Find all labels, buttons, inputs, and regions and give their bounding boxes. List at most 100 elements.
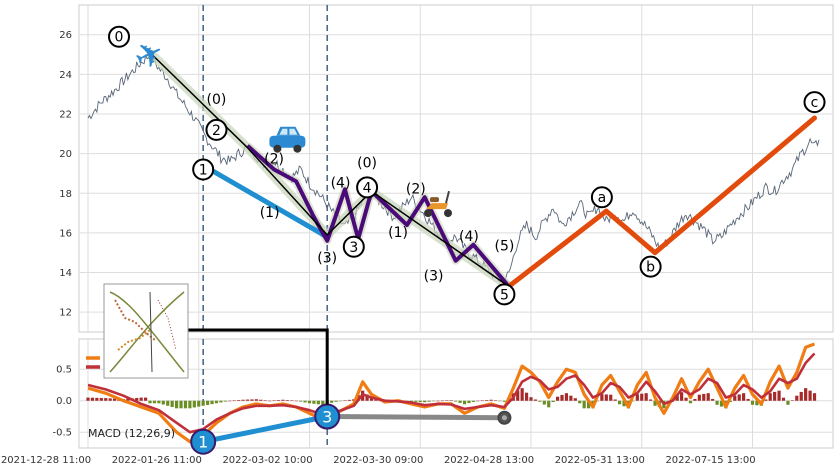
inset-thumbnail (103, 283, 189, 379)
wave-label-circle (590, 186, 613, 209)
macd-histogram-bar (653, 400, 657, 406)
price-y-tick-label: 16 (59, 228, 72, 239)
inset-series (157, 299, 177, 351)
macd-histogram-bar (166, 400, 170, 406)
wave-label-text: 3 (349, 240, 358, 256)
wave-label-circle (356, 176, 379, 199)
macd-histogram-bar (547, 400, 551, 408)
macd-histogram-bar (223, 400, 227, 402)
macd-histogram-bar (529, 397, 533, 401)
macd-histogram-bar (804, 388, 808, 401)
macd-histogram-bar (750, 400, 755, 405)
macd-histogram-bar (768, 393, 772, 401)
macd-histogram-bar (334, 400, 338, 402)
price-y-tick-label: 20 (59, 149, 72, 160)
wave-primary-line (149, 52, 510, 288)
wave-label-circle (493, 283, 516, 306)
macd-histogram-bar (454, 400, 458, 402)
macd-histogram-bar (197, 400, 201, 407)
divergence-node-label: 3 (322, 407, 332, 426)
wave-label-text: (3) (424, 268, 444, 284)
wave-labels: 0 1 2 3 4 5 a b c (0) (2) (1) (4) (3) (0) (2) (1) (4) (3) (… (108, 25, 826, 306)
macd-histogram-bar (263, 400, 267, 401)
macd-histogram-bar (485, 400, 489, 401)
macd-histogram-bar (555, 396, 560, 401)
macd-histogram-bar (414, 400, 418, 402)
wave-label-text: (5) (494, 239, 514, 255)
macd-histogram-bar (126, 398, 130, 401)
wave-label-circle (108, 25, 131, 48)
macd-histogram-bar (618, 400, 622, 405)
inset-chart-glyph (109, 291, 185, 373)
macd-histogram-bar (219, 400, 223, 403)
macd-histogram-bar (299, 400, 303, 402)
macd-histogram-bar (161, 400, 165, 405)
macd-histogram-bar (254, 399, 258, 401)
macd-y-ticks: -0.5 0.0 0.5 (52, 365, 72, 439)
inset-curve (109, 291, 185, 373)
macd-histogram-bar (649, 399, 653, 401)
scooter-icon (424, 190, 452, 218)
macd-histogram-bar (476, 400, 480, 402)
scooter-handle (445, 190, 450, 204)
inset-axis (149, 291, 153, 373)
macd-histogram-bar (728, 400, 732, 403)
macd-histogram-bar (773, 391, 777, 401)
macd-histogram-bar (241, 399, 245, 401)
macd-histogram-bar (711, 398, 715, 401)
macd-histogram-bar (795, 395, 799, 401)
macd-panel: -0.5 0.0 0.5 2021-12-28 11:00 2022-01-26 11… (1, 338, 834, 466)
macd-histogram-bar (409, 400, 413, 402)
macd-histogram-bar (321, 400, 325, 405)
macd-histogram-bar (152, 400, 157, 404)
wave-label-text: 4 (363, 180, 372, 196)
macd-histogram-bar (356, 394, 360, 401)
macd-histogram-bar (493, 400, 498, 401)
wave-label-text: 0 (115, 30, 124, 46)
x-tick-label: 2022-04-28 13:00 (444, 455, 534, 466)
price-y-tick-label: 24 (59, 70, 72, 81)
car-wheel (273, 144, 282, 153)
macd-histogram-bar (281, 399, 285, 401)
macd-histogram-bar (179, 400, 183, 409)
macd-histogram-bar (143, 397, 148, 401)
macd-histogram-bar (418, 400, 422, 403)
macd-histogram-bar (480, 400, 484, 401)
macd-histogram-bar (644, 393, 648, 401)
macd-histogram-bar (108, 398, 112, 401)
price-y-tick-label: 22 (59, 110, 72, 121)
macd-histogram-bar (471, 400, 476, 402)
macd-legend-label: MACD (12,26,9) (88, 427, 175, 440)
macd-histogram-bar (374, 399, 378, 401)
wave-abc-line (506, 115, 817, 289)
macd-histogram-bar (786, 400, 790, 405)
price-y-tick-label: 12 (59, 308, 72, 319)
macd-histogram-bar (192, 400, 196, 408)
scooter-seat (430, 197, 439, 203)
macd-histogram-bar (232, 400, 236, 401)
scooter-body (426, 203, 448, 210)
wave-label-text: (4) (331, 175, 351, 191)
x-tick-label: 2022-03-02 10:00 (222, 455, 312, 466)
macd-histogram-bar (303, 400, 307, 403)
wave-label-text: (0) (357, 156, 377, 172)
macd-histogram-bar (595, 400, 600, 402)
macd-histogram-bar (533, 399, 538, 401)
macd-histogram-bar (112, 398, 117, 401)
car-window (279, 128, 288, 135)
wave-label-text: (1) (388, 225, 408, 241)
macd-histogram-bar (268, 400, 272, 402)
macd-histogram-bar (135, 397, 139, 401)
wave-label-text: (3) (317, 251, 337, 267)
macd-histogram-bar (538, 400, 542, 402)
macd-signal-line (87, 352, 816, 434)
macd-histogram-bar (609, 394, 613, 401)
wave-label-text: (4) (459, 229, 479, 245)
car-wheel (293, 144, 302, 153)
divergence-connector (188, 328, 329, 405)
macd-histogram-bar (742, 393, 746, 401)
macd-histogram-bar (578, 400, 582, 404)
macd-histogram-bar (498, 400, 502, 402)
macd-histogram-bar (635, 394, 639, 401)
macd-histogram-bar (250, 399, 254, 401)
